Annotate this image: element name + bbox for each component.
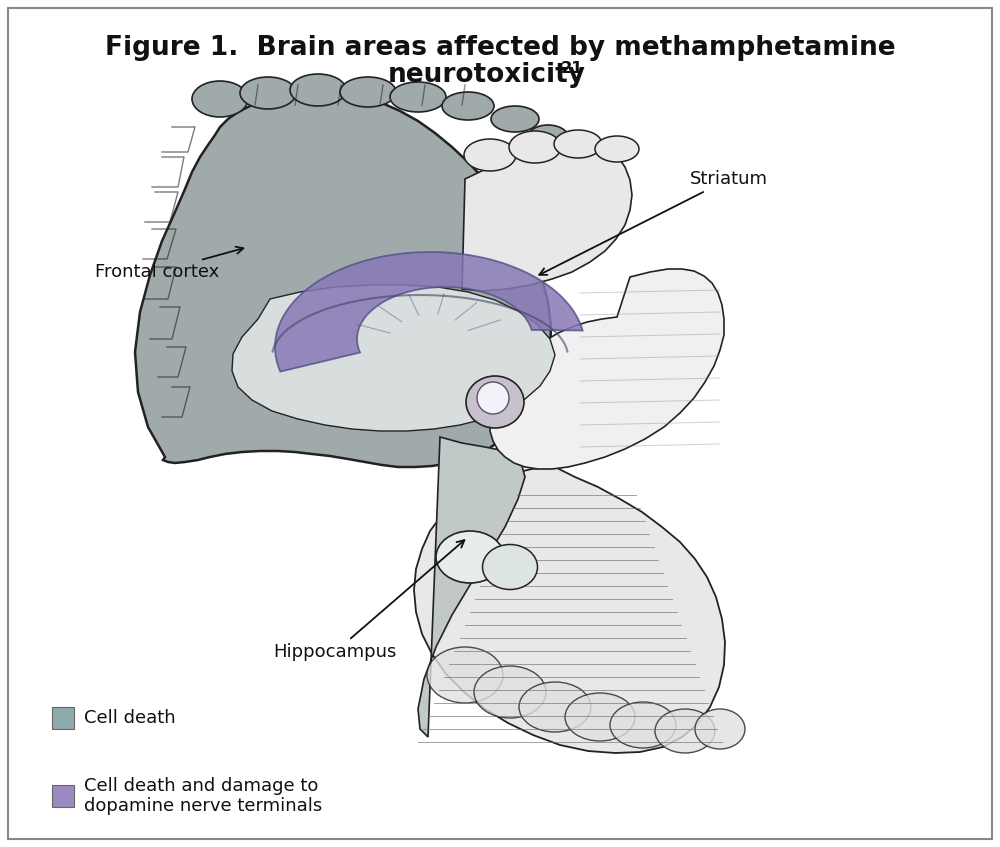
Ellipse shape: [436, 531, 504, 583]
Text: Cell death: Cell death: [84, 709, 176, 727]
Polygon shape: [462, 143, 632, 291]
Ellipse shape: [340, 77, 396, 107]
Ellipse shape: [519, 682, 591, 732]
Ellipse shape: [528, 125, 568, 149]
Ellipse shape: [390, 82, 446, 112]
Text: 21: 21: [561, 61, 584, 76]
Ellipse shape: [464, 139, 516, 171]
Ellipse shape: [240, 77, 296, 109]
FancyBboxPatch shape: [52, 707, 74, 729]
Ellipse shape: [192, 81, 248, 117]
Circle shape: [477, 382, 509, 414]
FancyBboxPatch shape: [52, 785, 74, 807]
Text: Frontal cortex: Frontal cortex: [95, 246, 243, 281]
Ellipse shape: [695, 709, 745, 749]
Text: neurotoxicity: neurotoxicity: [388, 62, 586, 88]
Ellipse shape: [655, 709, 715, 753]
Polygon shape: [418, 437, 525, 737]
Text: Cell death and damage to
dopamine nerve terminals: Cell death and damage to dopamine nerve …: [84, 777, 322, 816]
Ellipse shape: [290, 74, 346, 106]
Ellipse shape: [442, 92, 494, 120]
Ellipse shape: [427, 647, 503, 703]
Ellipse shape: [474, 666, 546, 718]
Polygon shape: [414, 467, 725, 753]
Polygon shape: [490, 269, 724, 469]
Ellipse shape: [482, 545, 538, 590]
Polygon shape: [275, 252, 583, 372]
Polygon shape: [232, 285, 555, 431]
Text: Hippocampus: Hippocampus: [273, 540, 464, 661]
Ellipse shape: [610, 702, 676, 748]
Text: Striatum: Striatum: [539, 170, 768, 274]
Ellipse shape: [491, 106, 539, 132]
Ellipse shape: [466, 376, 524, 428]
Ellipse shape: [595, 136, 639, 162]
Text: Figure 1.  Brain areas affected by methamphetamine: Figure 1. Brain areas affected by metham…: [105, 35, 895, 61]
Ellipse shape: [509, 131, 561, 163]
Ellipse shape: [565, 693, 635, 741]
Polygon shape: [135, 91, 551, 467]
Ellipse shape: [554, 130, 602, 158]
